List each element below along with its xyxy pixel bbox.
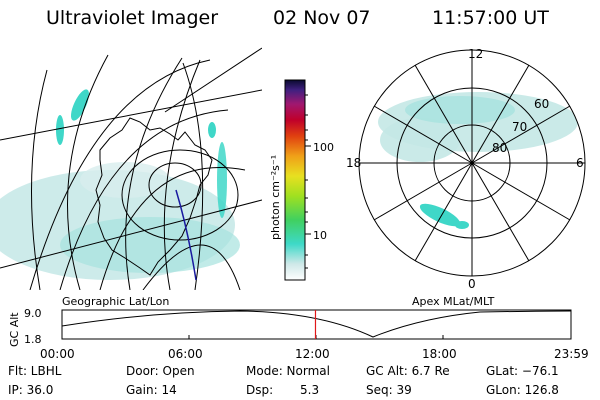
seq-label: Seq: 39 <box>366 383 412 397</box>
ip-label: IP: 36.0 <box>8 383 54 397</box>
geo-caption: Geographic Lat/Lon <box>62 295 169 308</box>
satellite-track <box>175 189 197 281</box>
altitude-xtick-1800: 18:00 <box>422 347 457 361</box>
apex-polar-grid <box>358 49 586 277</box>
altitude-xticks <box>61 335 572 339</box>
mlt-label-18: 18 <box>346 156 361 170</box>
date-label: 02 Nov 07 <box>273 7 371 29</box>
mlat-label-60: 60 <box>534 97 549 111</box>
gain-label: Gain: 14 <box>126 383 177 397</box>
colorbar-tick-100: 100 <box>313 141 334 154</box>
glat-label: GLat: −76.1 <box>486 364 559 378</box>
colorbar-tick-10: 10 <box>313 229 327 242</box>
mlt-label-0: 0 <box>468 277 476 291</box>
mode-label: Mode: Normal <box>246 364 330 378</box>
glon-label: GLon: 126.8 <box>486 383 559 397</box>
mlat-label-80: 80 <box>492 141 507 155</box>
apex-aurora <box>378 92 578 229</box>
altitude-curve <box>61 310 572 338</box>
colorbar <box>284 79 306 281</box>
apex-caption: Apex MLat/MLT <box>412 295 495 308</box>
antarctica-outline <box>95 117 213 276</box>
dsp-label: Dsp: <box>246 383 274 397</box>
geo-grid <box>0 47 262 290</box>
altitude-xtick-2359: 23:59 <box>554 347 589 361</box>
altitude-ytick-min: 1.8 <box>24 333 42 346</box>
mlat-label-70: 70 <box>512 120 527 134</box>
colorbar-unit-label: photon cm⁻²s⁻¹ <box>269 155 282 240</box>
instrument-title: Ultraviolet Imager <box>46 7 219 29</box>
altitude-xtick-0000: 00:00 <box>40 347 75 361</box>
mlt-label-12: 12 <box>468 47 483 61</box>
time-label: 11:57:00 UT <box>432 7 549 29</box>
dsp-value: 5.3 <box>300 383 320 397</box>
altitude-plot-frame <box>61 309 572 340</box>
mlt-label-6: 6 <box>576 156 584 170</box>
door-label: Door: Open <box>126 364 195 378</box>
altitude-ylabel: GC Alt <box>8 312 21 347</box>
altitude-xtick-0600: 06:00 <box>168 347 203 361</box>
altitude-xtick-1200: 12:00 <box>295 347 330 361</box>
flt-label: Flt: LBHL <box>8 364 62 378</box>
colorbar-ticks <box>305 94 311 269</box>
gc-alt-label: GC Alt: 6.7 Re <box>366 364 450 378</box>
altitude-ytick-max: 9.0 <box>24 307 42 320</box>
